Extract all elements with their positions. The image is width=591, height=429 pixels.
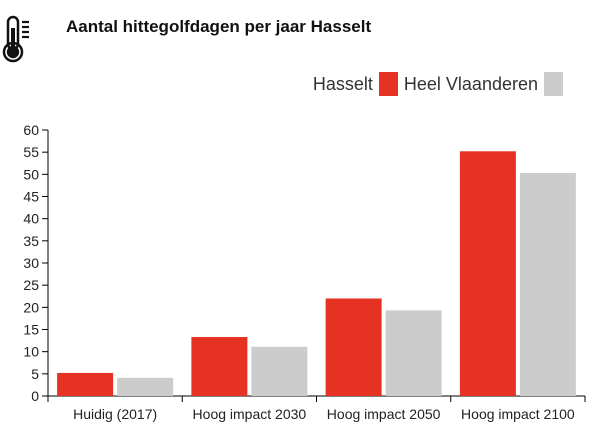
bar-heel-vlaanderen bbox=[519, 173, 576, 396]
thermometer-icon bbox=[2, 15, 29, 63]
chart-title: Aantal hittegolfdagen per jaar Hasselt bbox=[66, 17, 372, 36]
legend-label-heel-vlaanderen: Heel Vlaanderen bbox=[403, 73, 538, 94]
bar-heel-vlaanderen bbox=[251, 346, 308, 396]
y-tick-label: 50 bbox=[23, 166, 39, 182]
y-tick-label: 35 bbox=[23, 233, 39, 249]
legend-swatch-hasselt bbox=[378, 72, 398, 96]
bar-hasselt bbox=[57, 372, 114, 396]
y-tick-label: 55 bbox=[23, 144, 39, 160]
bar-hasselt bbox=[459, 151, 516, 396]
x-tick-label: Huidig (2017) bbox=[73, 406, 157, 422]
y-tick-label: 0 bbox=[31, 388, 39, 404]
legend-swatch-heel-vlaanderen bbox=[544, 72, 563, 96]
y-tick-label: 20 bbox=[23, 299, 39, 315]
y-tick-label: 60 bbox=[23, 122, 39, 138]
y-tick-label: 25 bbox=[23, 277, 39, 293]
bar-heel-vlaanderen bbox=[117, 377, 174, 396]
x-tick-label: Hoog impact 2100 bbox=[461, 406, 575, 422]
x-tick-label: Hoog impact 2030 bbox=[193, 406, 307, 422]
y-tick-label: 10 bbox=[23, 344, 39, 360]
bar-heel-vlaanderen bbox=[385, 310, 442, 396]
bar-hasselt bbox=[191, 337, 248, 396]
y-tick-label: 15 bbox=[23, 322, 39, 338]
y-tick-label: 30 bbox=[23, 255, 39, 271]
legend-item-hasselt: Hasselt bbox=[313, 72, 398, 96]
chart-legend: Hasselt Heel Vlaanderen bbox=[313, 72, 563, 96]
x-tick-label: Hoog impact 2050 bbox=[327, 406, 441, 422]
bar-hasselt bbox=[325, 298, 382, 396]
legend-item-heel-vlaanderen: Heel Vlaanderen bbox=[404, 72, 563, 96]
y-tick-label: 45 bbox=[23, 189, 39, 205]
y-tick-label: 40 bbox=[23, 211, 39, 227]
y-tick-label: 5 bbox=[31, 366, 39, 382]
legend-label-hasselt: Hasselt bbox=[312, 73, 373, 94]
